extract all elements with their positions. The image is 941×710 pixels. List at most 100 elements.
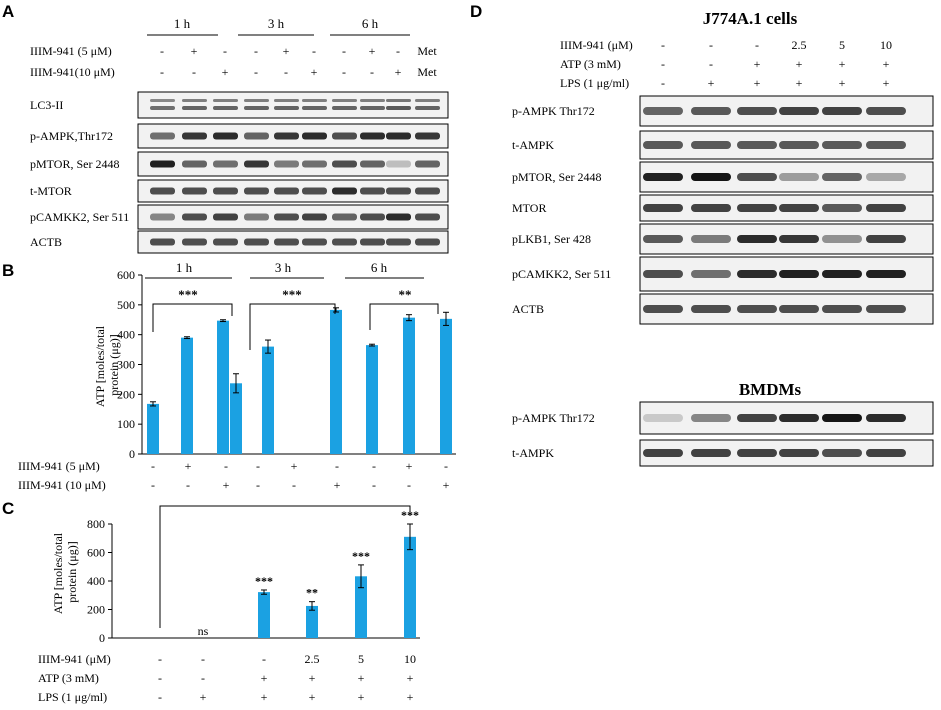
blot-band	[244, 132, 269, 140]
bar	[355, 576, 367, 638]
row-mark: +	[309, 671, 316, 685]
bar-chart-b: 0 100 200 300 400 500 600	[117, 268, 456, 461]
treatment-mark: -	[661, 57, 665, 71]
y-axis-label-line2: protein (μg)]	[107, 334, 121, 395]
blot-band	[643, 235, 683, 243]
blot-band	[302, 99, 327, 102]
blot-band	[274, 187, 299, 195]
blot-band	[643, 107, 683, 115]
treatment-mark: +	[883, 76, 890, 90]
blot-band	[866, 270, 906, 278]
blot-band	[150, 160, 175, 168]
blot-band	[182, 238, 207, 246]
panel-subtitle: BMDMs	[739, 380, 802, 399]
blot-band	[643, 204, 683, 212]
blot-band	[822, 107, 862, 115]
blot-band	[643, 414, 683, 422]
blot-label: p-AMPK Thr172	[512, 411, 595, 425]
blot-band	[332, 99, 357, 102]
treatment-mark: -	[192, 65, 196, 79]
treatment-mark: +	[754, 76, 761, 90]
y-tick-label: 200	[87, 603, 105, 617]
treatment-mark: -	[661, 76, 665, 90]
y-tick-label: 300	[117, 358, 135, 372]
blot-band	[415, 187, 440, 195]
panel-title: J774A.1 cells	[703, 9, 798, 28]
blot-band	[150, 99, 175, 102]
treatment-mark: 2.5	[792, 38, 807, 52]
panel-a-letter: A	[2, 2, 14, 21]
row-mark: +	[185, 459, 192, 473]
panel-b: B ATP [moles/total protein (μg)] 0 100 200…	[2, 260, 456, 492]
blot-band	[866, 141, 906, 149]
blot-band	[866, 235, 906, 243]
blot-band	[643, 270, 683, 278]
bar	[262, 346, 274, 454]
blot-band	[182, 160, 207, 168]
blot-band	[302, 213, 327, 221]
treatment-marks: - - - 2.5 5 10 - - + + + + - + + + + +	[661, 38, 892, 90]
blot-label: LC3-II	[30, 98, 63, 112]
row-mark: -	[201, 652, 205, 666]
blot-band	[213, 106, 238, 110]
blot-band	[274, 99, 299, 102]
blot-band	[415, 238, 440, 246]
blot-label: ACTB	[30, 235, 62, 249]
treatment-mark: +	[369, 44, 376, 58]
blot-band	[779, 414, 819, 422]
blot-band	[360, 132, 385, 140]
western-blots: p-AMPK Thr172 t-AMPK pMTOR, Ser 2448 MTOR pL…	[512, 95, 934, 325]
blot-band	[332, 106, 357, 110]
blot-band	[737, 449, 777, 457]
blot-band	[302, 106, 327, 110]
treatment-label: ATP (3 mM)	[560, 57, 621, 71]
treatment-marks: - + - - + - - + - Met - - + - - + - - + Met	[160, 44, 437, 79]
significance-label: **	[399, 287, 412, 302]
blot-band	[182, 99, 207, 102]
row-mark: -	[335, 459, 339, 473]
blot-band	[822, 173, 862, 181]
blot-band	[691, 449, 731, 457]
blot-band	[737, 414, 777, 422]
significance-bracket	[159, 505, 411, 628]
blot-band	[737, 305, 777, 313]
blot-band	[779, 235, 819, 243]
blot-band	[244, 160, 269, 168]
y-tick-label: 0	[129, 447, 135, 461]
blot-band	[332, 132, 357, 140]
blot-band	[691, 141, 731, 149]
blot-band	[360, 238, 385, 246]
treatment-label: IIIM-941 (5 μM)	[30, 44, 112, 58]
timepoint-label: 3 h	[268, 16, 285, 31]
row-label: IIIM-941 (5 μM)	[18, 459, 100, 473]
treatment-mark: +	[395, 65, 402, 79]
row-mark: -	[256, 459, 260, 473]
y-axis-label-line1: ATP [moles/total	[51, 532, 65, 614]
blot-band	[213, 160, 238, 168]
row-mark: -	[407, 478, 411, 492]
significance-label: ***	[352, 549, 370, 563]
blot-band	[360, 213, 385, 221]
y-axis-label: ATP [moles/total protein (μg)]	[51, 530, 79, 614]
treatment-mark: -	[342, 44, 346, 58]
treatment-mark: +	[754, 57, 761, 71]
significance-label: ***	[282, 287, 302, 302]
row-mark: +	[358, 671, 365, 685]
treatment-label: LPS (1 μg/ml)	[560, 76, 629, 90]
blot-band	[302, 187, 327, 195]
bar	[147, 403, 159, 454]
treatment-mark: -	[396, 44, 400, 58]
western-blots-bmdm: p-AMPK Thr172 t-AMPK	[512, 401, 934, 467]
treatment-mark: -	[312, 44, 316, 58]
group-label: 6 h	[371, 260, 388, 275]
blot-label: MTOR	[512, 201, 546, 215]
treatment-mark: -	[254, 65, 258, 79]
treatment-mark: +	[191, 44, 198, 58]
blot-band	[779, 270, 819, 278]
blot-band	[779, 204, 819, 212]
row-mark: 5	[358, 652, 364, 666]
treatment-mark: +	[796, 76, 803, 90]
row-mark: -	[158, 652, 162, 666]
blot-band	[691, 107, 731, 115]
